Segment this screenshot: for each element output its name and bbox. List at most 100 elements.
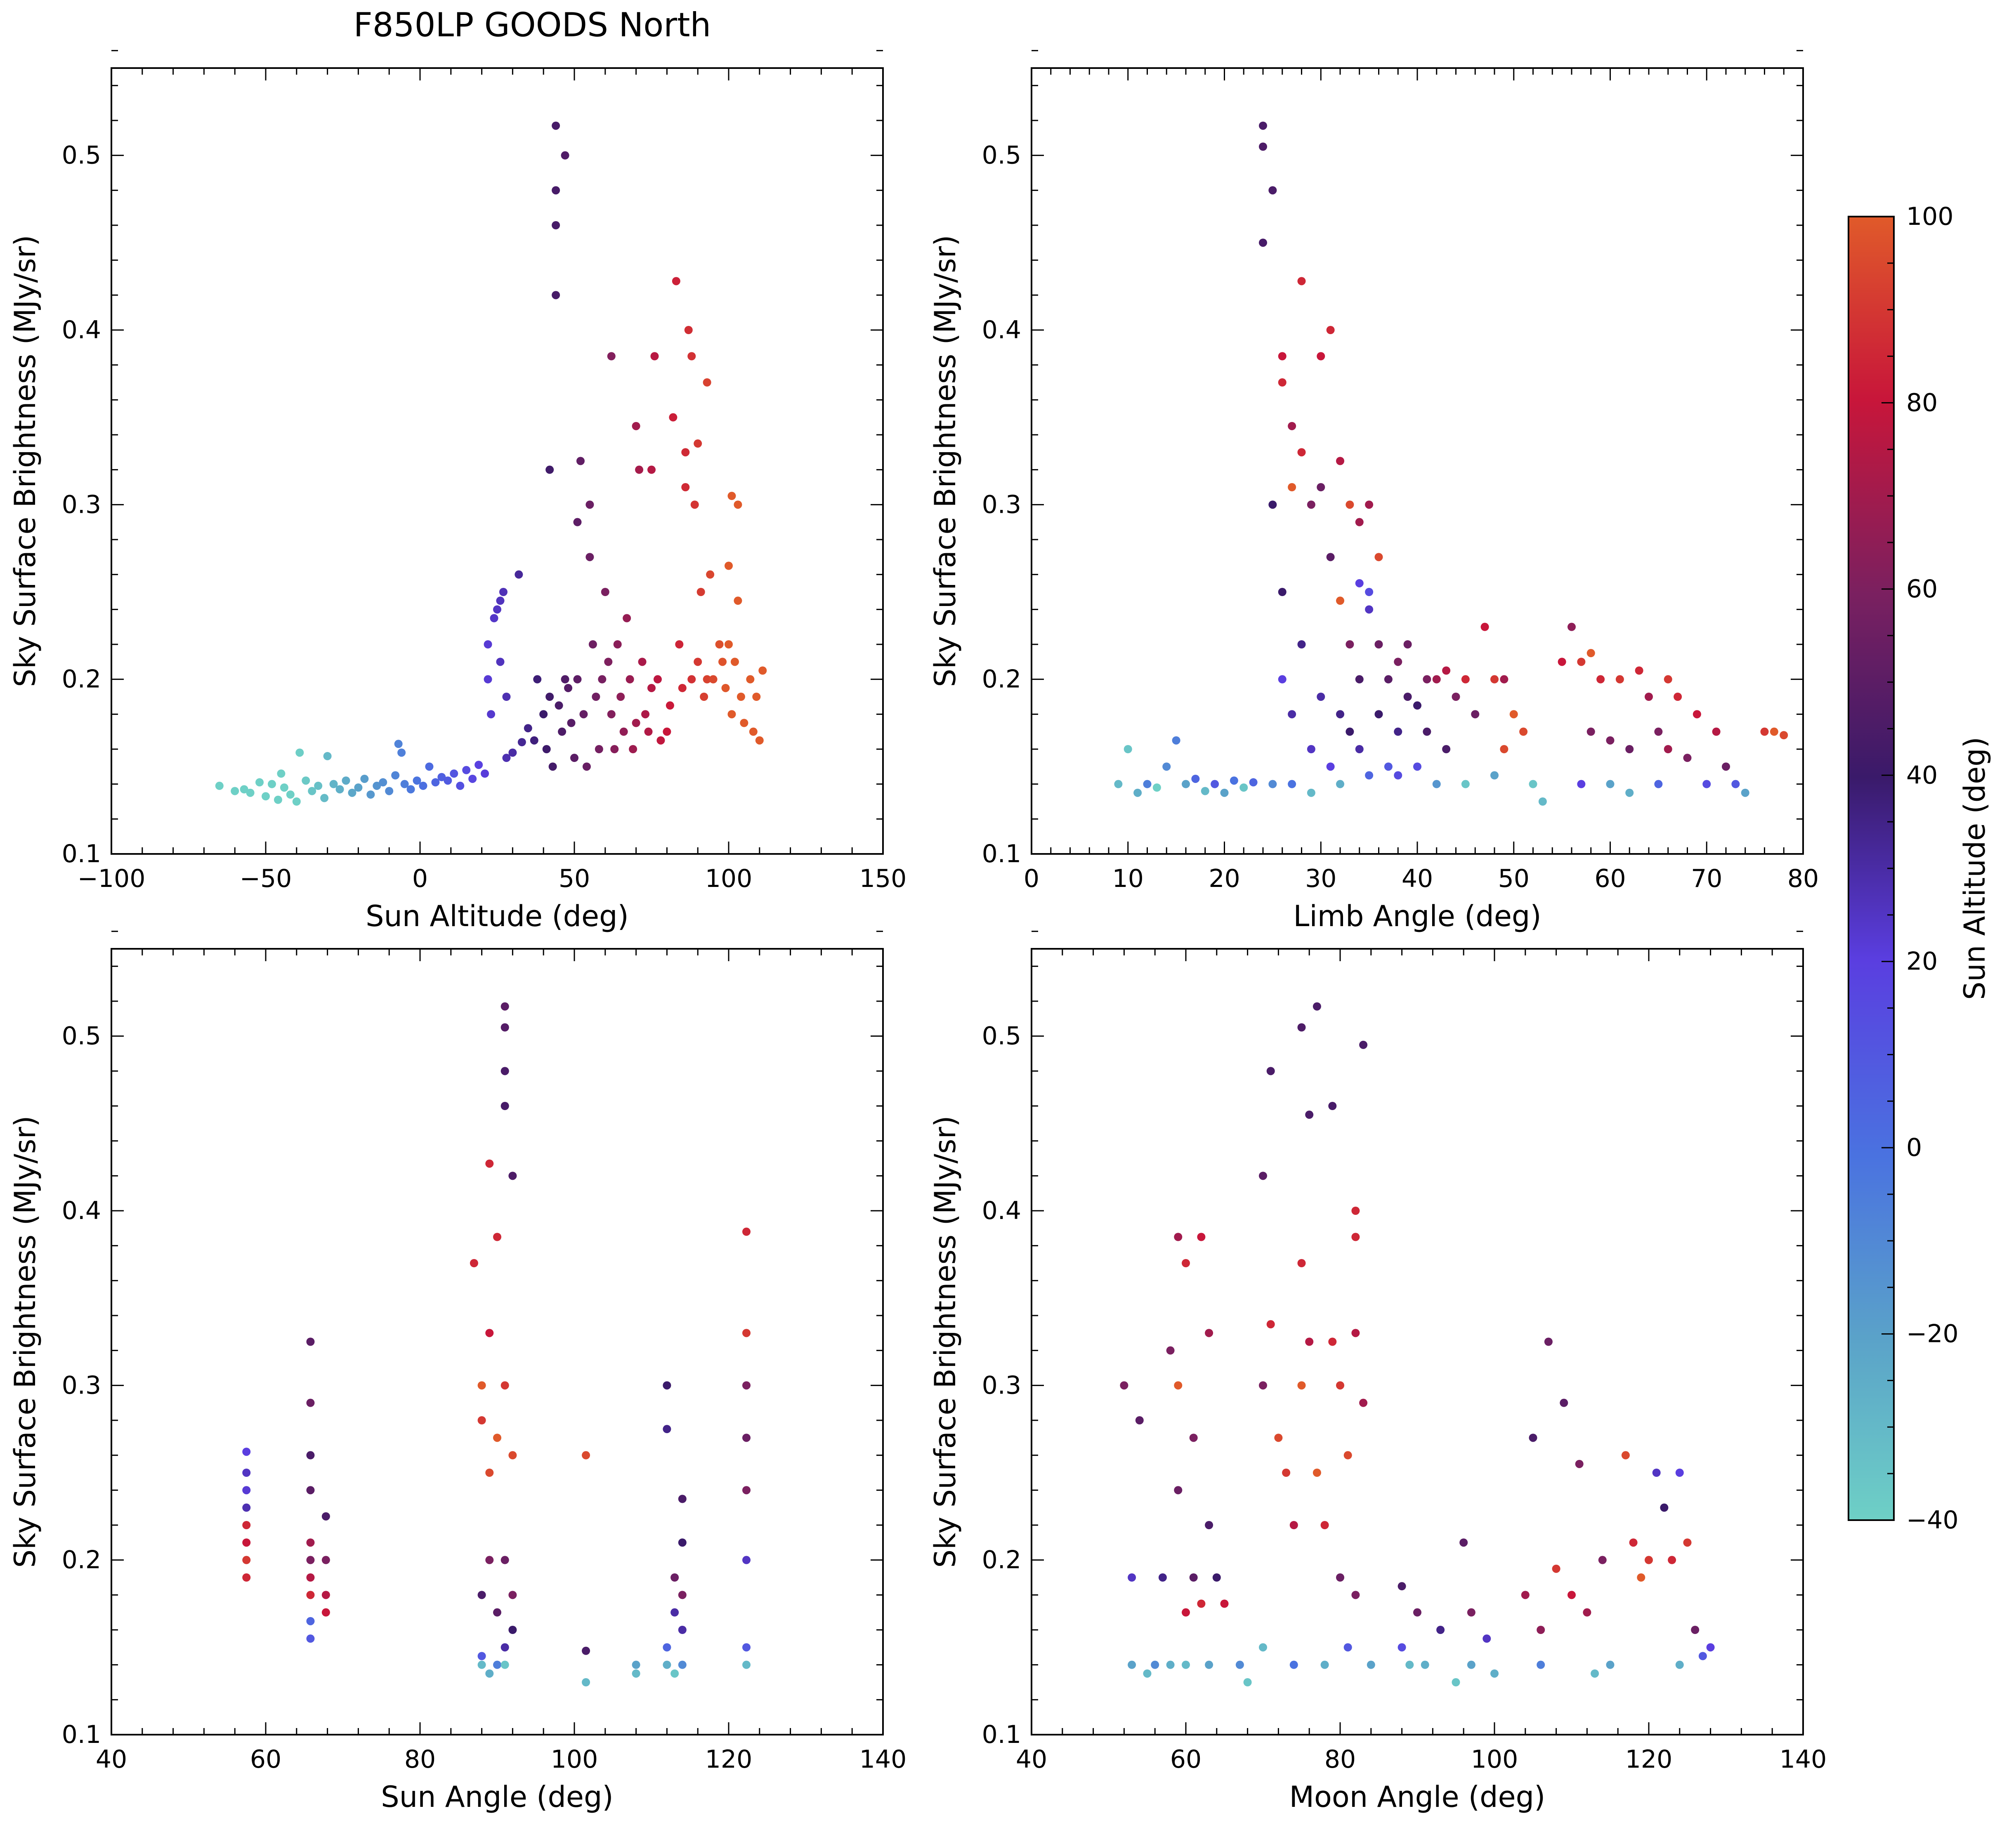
data-point bbox=[1537, 1626, 1545, 1634]
data-point bbox=[1359, 1040, 1368, 1049]
data-point bbox=[663, 1643, 671, 1652]
data-point bbox=[1625, 745, 1634, 753]
data-point bbox=[1124, 745, 1132, 753]
data-point bbox=[1166, 1346, 1175, 1355]
data-point bbox=[1374, 640, 1383, 648]
data-point bbox=[1374, 553, 1383, 561]
data-point bbox=[1268, 780, 1277, 788]
data-point bbox=[1220, 1599, 1229, 1608]
data-point bbox=[360, 774, 369, 783]
data-point bbox=[632, 1669, 640, 1678]
data-point bbox=[1471, 710, 1480, 719]
data-point bbox=[1268, 186, 1277, 195]
data-point bbox=[1452, 1678, 1460, 1686]
data-point bbox=[437, 773, 446, 781]
data-point bbox=[314, 781, 323, 790]
data-point bbox=[1320, 1521, 1329, 1529]
data-point bbox=[487, 710, 496, 719]
data-point bbox=[694, 439, 702, 448]
data-point bbox=[663, 1381, 671, 1390]
data-point bbox=[1297, 277, 1306, 285]
data-point bbox=[1436, 1626, 1445, 1634]
data-point bbox=[1297, 448, 1306, 457]
data-point bbox=[306, 1591, 315, 1599]
data-point bbox=[663, 727, 671, 736]
data-point bbox=[582, 1678, 590, 1686]
data-point bbox=[613, 640, 622, 648]
data-point bbox=[496, 597, 505, 605]
data-point bbox=[595, 745, 603, 753]
data-point bbox=[397, 748, 406, 757]
data-point bbox=[1583, 1608, 1591, 1617]
data-point bbox=[675, 640, 684, 648]
data-point bbox=[1297, 1381, 1306, 1390]
data-point bbox=[1259, 142, 1267, 151]
data-point bbox=[610, 745, 619, 753]
data-point bbox=[321, 1512, 330, 1521]
data-point bbox=[1645, 693, 1653, 701]
data-point bbox=[1172, 736, 1180, 745]
data-point bbox=[585, 500, 594, 509]
data-point bbox=[742, 1643, 751, 1652]
data-point bbox=[267, 780, 276, 788]
data-point bbox=[524, 724, 532, 733]
data-point bbox=[703, 675, 711, 684]
data-point bbox=[1346, 500, 1354, 509]
data-point bbox=[1289, 1521, 1298, 1529]
data-point bbox=[1675, 1660, 1684, 1669]
data-point bbox=[1467, 1660, 1475, 1669]
data-point bbox=[1668, 1556, 1676, 1564]
data-point bbox=[215, 781, 224, 790]
data-point bbox=[1544, 1337, 1553, 1346]
data-point bbox=[727, 492, 736, 500]
data-point bbox=[1552, 1564, 1560, 1573]
data-point bbox=[493, 1233, 501, 1241]
data-point bbox=[1664, 745, 1672, 753]
data-point bbox=[1297, 640, 1306, 648]
data-point bbox=[1398, 1643, 1406, 1652]
data-point bbox=[1205, 1660, 1213, 1669]
y-tick-label: 0.2 bbox=[62, 1546, 101, 1575]
x-tick-label: 50 bbox=[559, 864, 590, 893]
data-point bbox=[1336, 1573, 1344, 1582]
data-point bbox=[1384, 762, 1393, 771]
y-tick-label: 0.1 bbox=[62, 839, 101, 868]
data-point bbox=[302, 776, 310, 785]
data-point bbox=[1403, 640, 1412, 648]
data-point bbox=[632, 1660, 640, 1669]
data-point bbox=[1268, 500, 1277, 509]
data-point bbox=[1654, 780, 1663, 788]
data-point bbox=[321, 1556, 330, 1564]
colorbar-tick-label: 100 bbox=[1906, 202, 1954, 231]
data-point bbox=[1355, 518, 1364, 526]
data-point bbox=[1359, 1398, 1368, 1407]
data-point bbox=[1230, 776, 1238, 785]
data-point bbox=[647, 684, 656, 692]
data-point bbox=[1191, 774, 1200, 783]
axes-frame-limb bbox=[1031, 67, 1804, 855]
x-axis-label: Limb Angle (deg) bbox=[1293, 899, 1541, 933]
data-point bbox=[1328, 1337, 1337, 1346]
data-point bbox=[1519, 727, 1528, 736]
data-point bbox=[1114, 780, 1123, 788]
data-point bbox=[499, 588, 508, 596]
data-point bbox=[579, 710, 588, 719]
data-point bbox=[1343, 1643, 1352, 1652]
data-point bbox=[508, 748, 517, 757]
data-point bbox=[477, 1591, 486, 1599]
y-tick-label: 0.3 bbox=[62, 490, 101, 519]
y-tick-label: 0.1 bbox=[62, 1720, 101, 1749]
data-point bbox=[542, 745, 551, 753]
data-point bbox=[758, 666, 767, 675]
x-tick-label: 100 bbox=[551, 1745, 598, 1774]
data-point bbox=[1423, 727, 1431, 736]
figure-title: F850LP GOODS North bbox=[354, 6, 711, 44]
colorbar-tick-label: 40 bbox=[1906, 761, 1938, 790]
x-ticks-sun: 40 60 80 100 120 140 bbox=[96, 949, 906, 1774]
data-point bbox=[1166, 1660, 1175, 1669]
data-point bbox=[477, 1660, 486, 1669]
data-point bbox=[678, 1591, 687, 1599]
data-point bbox=[1365, 605, 1374, 614]
data-point bbox=[1722, 762, 1730, 771]
data-point bbox=[1313, 1002, 1321, 1011]
